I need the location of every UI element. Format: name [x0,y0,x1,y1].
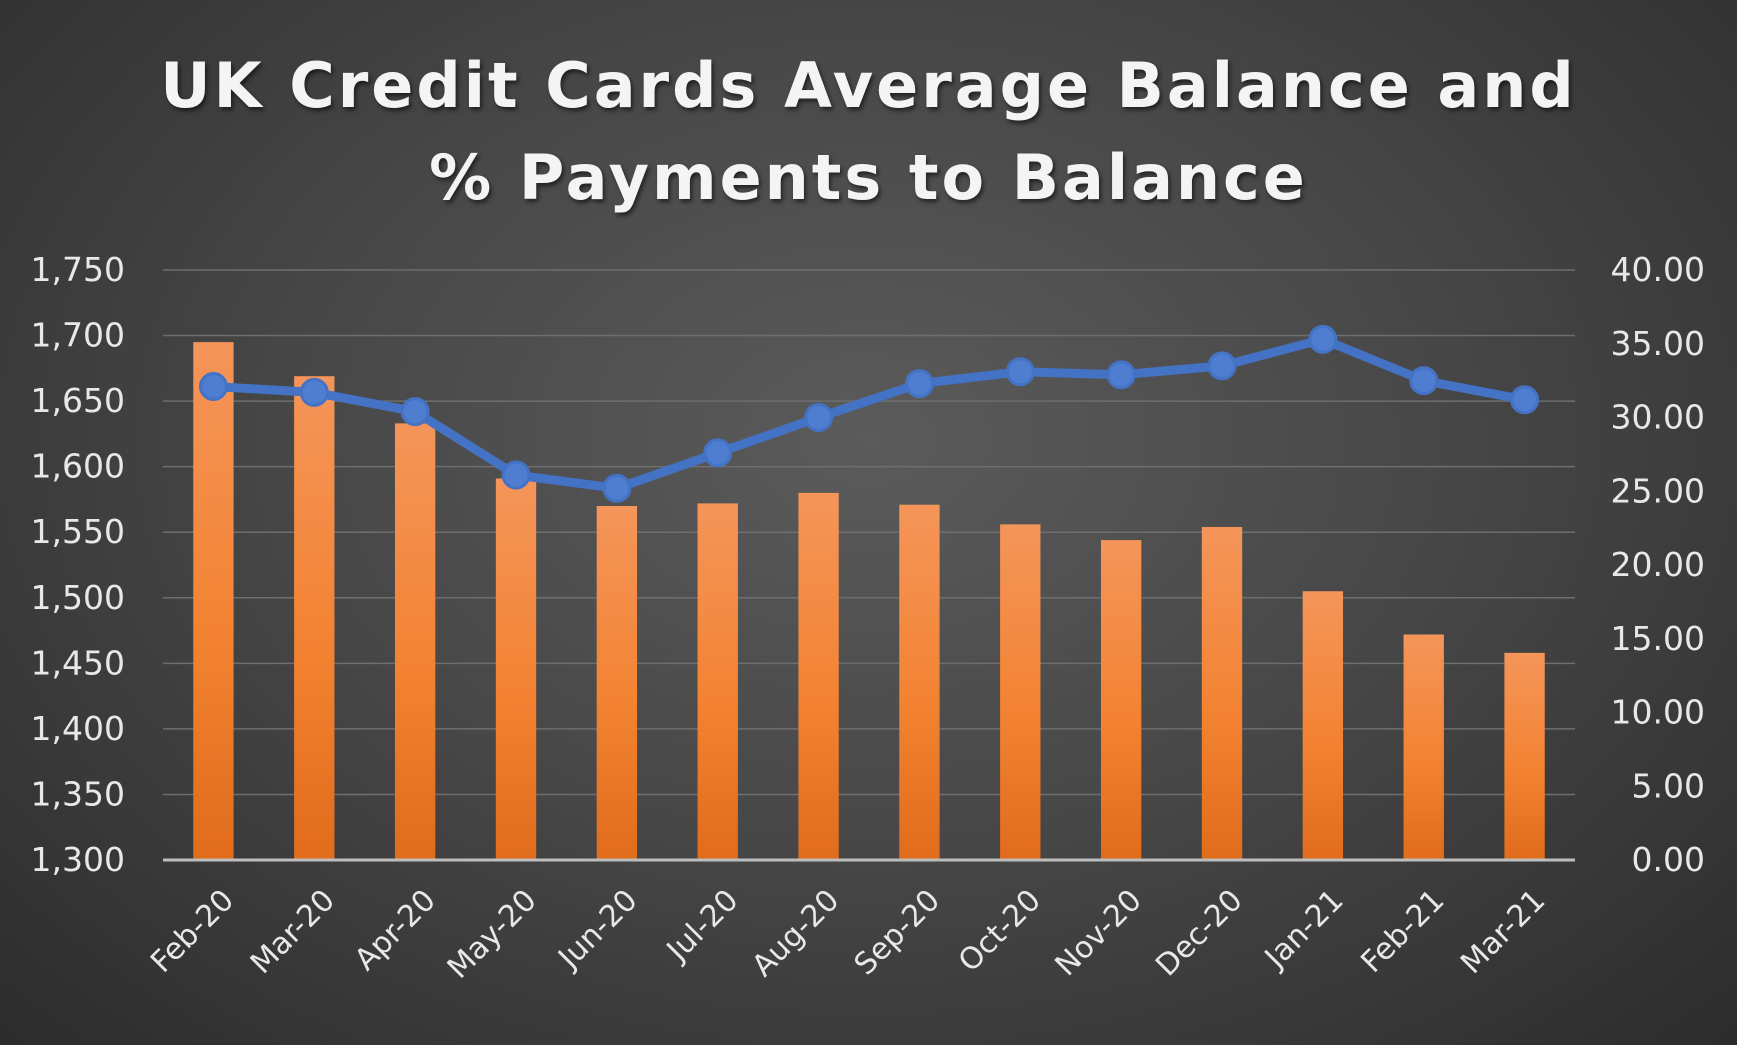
y-right-tick-label: 0.00 [1632,840,1705,879]
x-tick-label: Jun-20 [551,883,645,977]
y-right-tick-label: 5.00 [1632,766,1705,805]
bar [495,478,537,860]
y-left-tick-label: 1,600 [31,447,125,486]
line-point [1207,351,1237,381]
y-left-tick-label: 1,650 [31,381,125,420]
chart-title-line-2: % Payments to Balance [429,141,1308,214]
bar [596,506,638,860]
bar [697,503,738,860]
y-right-tick-label: 40.00 [1611,250,1705,289]
y-axis-right-ticks: 0.00 5.00 10.00 15.00 20.00 25.00 30.00 35.00 40… [1611,250,1705,879]
line-point [198,372,228,402]
line-point [602,473,632,503]
bar [1403,634,1444,860]
line-point [904,369,934,399]
line-point [1510,385,1540,415]
y-right-tick-label: 35.00 [1611,324,1705,363]
bar [798,492,839,860]
y-left-tick-label: 1,400 [31,709,125,748]
chart-title: UK Credit Cards Average Balance and % Pa… [0,40,1737,224]
y-left-tick-label: 1,750 [31,250,125,289]
bar [294,376,335,860]
line-point [501,460,531,490]
gridlines [163,269,1575,796]
x-tick-label: Apr-20 [348,883,443,978]
line-series-path [208,334,1530,493]
line-point [1308,324,1338,354]
x-tick-label: Dec-20 [1149,883,1249,983]
x-tick-label: Sep-20 [848,883,947,982]
bar [193,342,234,861]
x-tick-label: Aug-20 [745,883,846,984]
bar [1302,591,1344,860]
y-right-tick-label: 10.00 [1611,693,1705,732]
bar [1201,526,1243,860]
line-series [198,324,1540,503]
x-tick-label: Jul-20 [659,883,745,969]
y-left-tick-label: 1,450 [31,643,125,682]
line-point [1005,357,1035,387]
y-left-tick-label: 1,700 [31,316,125,355]
y-left-tick-label: 1,500 [31,578,125,617]
bar [1000,524,1041,860]
y-right-tick-label: 20.00 [1611,545,1705,584]
line-point [703,438,733,468]
y-right-tick-label: 15.00 [1611,619,1705,658]
bar-series [193,342,1545,861]
line-point [299,377,329,407]
x-tick-label: Oct-20 [952,883,1048,979]
bar [394,423,436,860]
x-tick-label: May-20 [441,883,544,986]
y-right-tick-label: 25.00 [1611,471,1705,510]
x-tick-label: Feb-20 [144,883,241,980]
bar [1100,540,1142,860]
x-tick-label: Mar-20 [244,883,342,981]
y-right-tick-label: 30.00 [1611,398,1705,437]
line-point [1106,360,1136,390]
y-axis-left-ticks: 1,300 1,350 1,400 1,450 1,500 1,550 1,600 1,650… [31,250,125,879]
y-left-tick-label: 1,350 [31,774,125,813]
line-point [804,403,834,432]
bar [899,504,940,860]
x-tick-label: Nov-20 [1049,883,1149,983]
x-tick-label: Jan-21 [1257,883,1351,977]
line-point [400,397,430,427]
line-point [1409,366,1439,396]
y-left-tick-label: 1,300 [31,840,125,879]
chart-title-line-1: UK Credit Cards Average Balance and [160,49,1577,122]
bar [1504,652,1545,860]
y-left-tick-label: 1,550 [31,512,125,551]
x-tick-label: Feb-21 [1354,883,1451,980]
x-tick-label: Mar-21 [1454,883,1552,981]
